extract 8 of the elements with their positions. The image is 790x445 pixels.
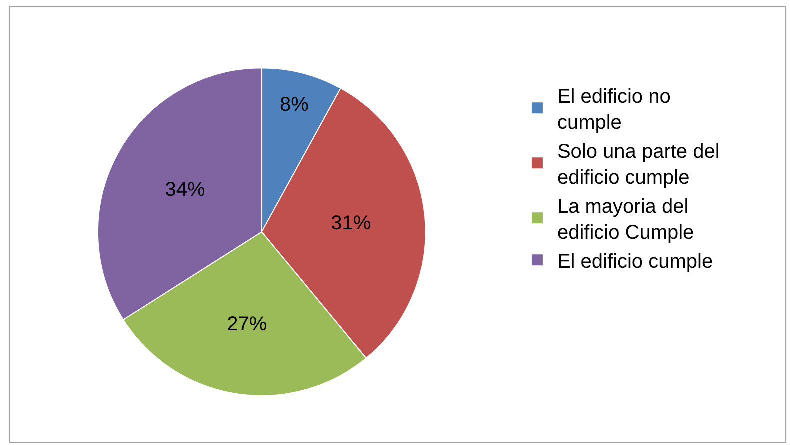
data-label: 8% [280, 94, 310, 116]
legend-label: La mayoria del edificio Cumple [557, 196, 694, 244]
data-label: 27% [227, 314, 268, 336]
legend-label: El edificio cumple [557, 250, 714, 273]
legend-label: El edificio no cumple [557, 86, 671, 134]
data-label: 31% [331, 212, 372, 235]
data-label: 34% [165, 178, 206, 201]
legend-label: Solo una parte del edificio cumple [557, 140, 720, 189]
